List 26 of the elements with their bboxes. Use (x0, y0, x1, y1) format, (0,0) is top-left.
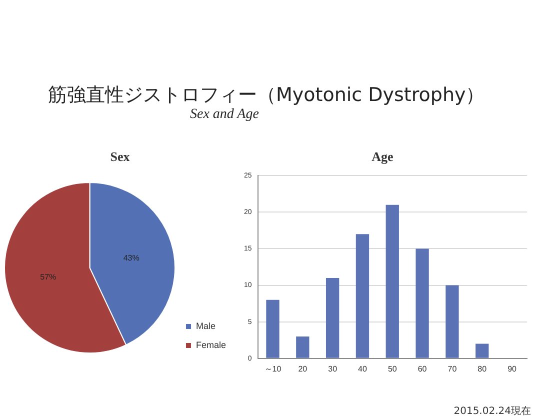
legend-label: Female (196, 340, 226, 350)
x-tick-label: 80 (478, 364, 488, 374)
text: Sex and Age (190, 107, 259, 123)
bar (356, 234, 370, 358)
legend-label: Male (196, 320, 216, 331)
bar (416, 248, 429, 358)
x-tick-label: 60 (418, 364, 428, 374)
bar (476, 344, 489, 358)
bar (266, 300, 280, 358)
chart-title: Sex (110, 149, 130, 164)
bar (326, 278, 340, 358)
x-tick-label: 70 (448, 364, 458, 374)
data-label: 43% (123, 254, 140, 263)
x-tick-label: 20 (298, 364, 308, 374)
bar (296, 336, 310, 358)
x-tick-label: ～10 (264, 364, 282, 374)
x-tick-label: 30 (328, 364, 338, 374)
bar (386, 204, 399, 358)
data-label: 57% (40, 272, 56, 282)
text: 2015.02.24現在 (454, 405, 531, 418)
bar (446, 285, 459, 358)
x-tick-label: 50 (388, 364, 398, 374)
text: 筋強直性ジストロフィー（Myotonic Dystrophy） (48, 83, 485, 108)
x-tick-label: 40 (358, 364, 368, 374)
x-tick-label: 90 (508, 364, 518, 374)
chart-title: Age (372, 149, 394, 164)
